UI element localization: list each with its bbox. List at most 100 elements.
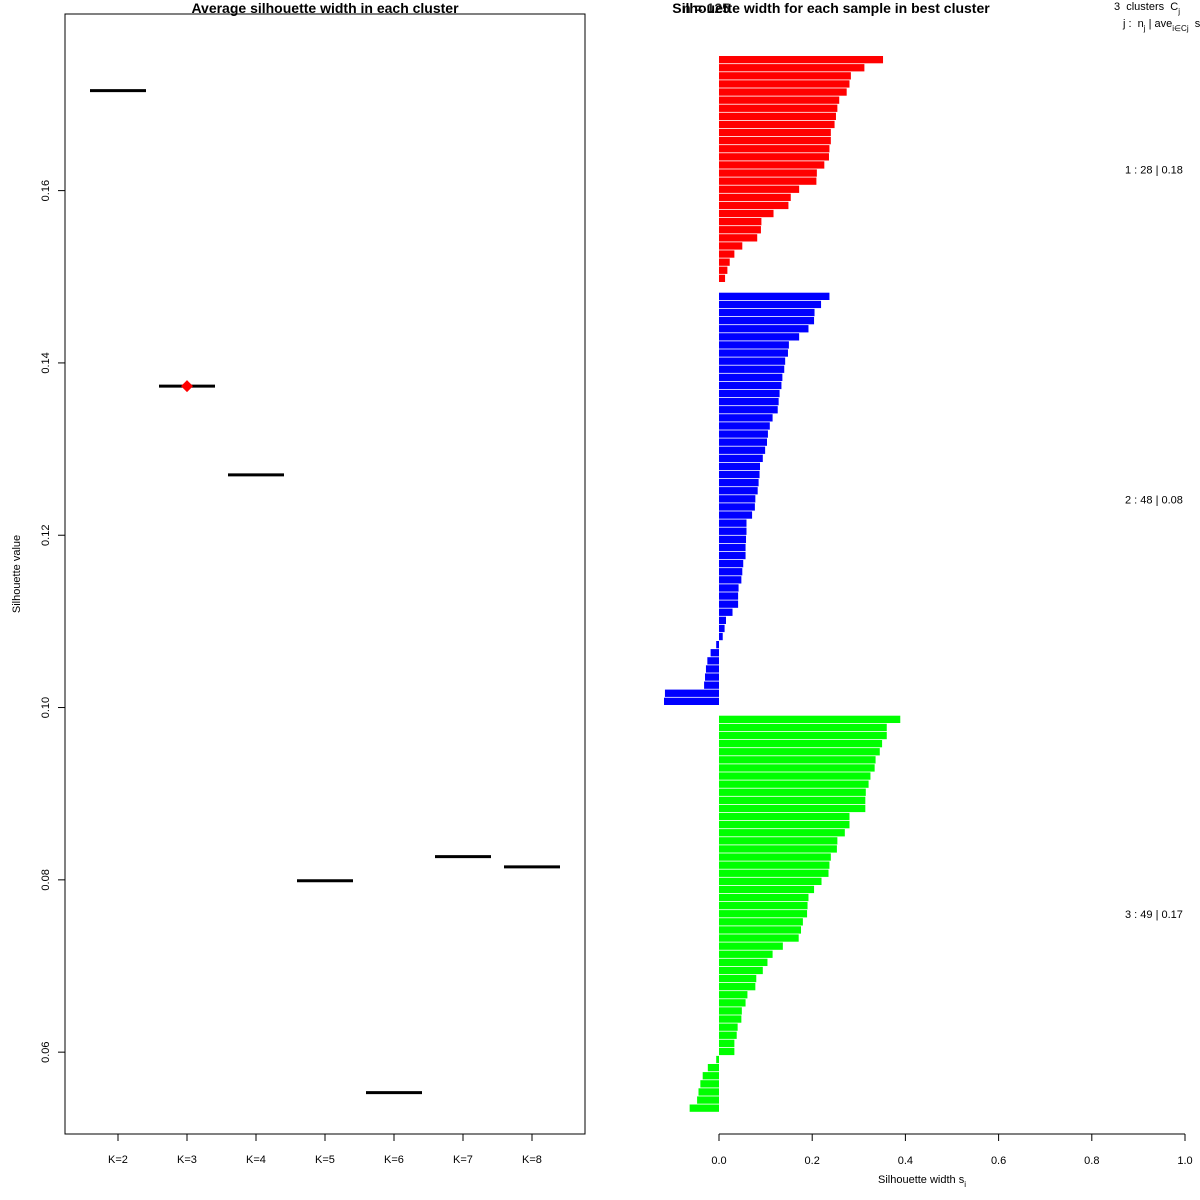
silhouette-bar-cluster-2 (719, 438, 767, 446)
cluster-1-summary: 1 : 28 | 0.18 (1125, 164, 1183, 176)
silhouette-bar-cluster-3 (719, 902, 808, 910)
silhouette-bar-cluster-3 (719, 1047, 735, 1056)
silhouette-bar-cluster-2 (719, 462, 761, 471)
left-plot-frame (64, 13, 586, 1135)
silhouette-bar-cluster-2 (719, 325, 809, 333)
left-chart-marks (90, 89, 560, 1095)
silhouette-bar-cluster-3 (719, 958, 768, 966)
left-y-tick-label: 0.16 (40, 180, 52, 201)
silhouette-bar-cluster-3 (719, 715, 901, 723)
silhouette-bar-cluster-2 (664, 689, 719, 697)
silhouette-bar-cluster-3 (719, 926, 802, 934)
left-x-axis: K=2 K=3 K=4 K=5 K=6 K=7 K=8 (108, 1133, 542, 1166)
silhouette-bar-cluster-2 (719, 381, 782, 390)
silhouette-bar-cluster-3 (719, 748, 880, 756)
silhouette-bar-cluster-3 (719, 1023, 738, 1031)
silhouette-bar-cluster-3 (719, 796, 866, 804)
silhouette-bar-cluster-3 (719, 780, 869, 788)
silhouette-bar-cluster-2 (719, 300, 822, 309)
silhouette-bar-cluster-2 (719, 357, 786, 365)
silhouette-bar-cluster-1 (719, 72, 851, 80)
silhouette-bar-cluster-3 (719, 918, 803, 926)
cluster-3-summary: 3 : 49 | 0.17 (1125, 909, 1183, 921)
silhouette-bar-cluster-2 (719, 519, 747, 527)
cluster-2-summary: 2 : 48 | 0.08 (1125, 494, 1183, 506)
silhouette-bar-cluster-3 (707, 1064, 719, 1072)
silhouette-bar-cluster-1 (719, 104, 838, 112)
silhouette-bar-cluster-1 (719, 250, 735, 258)
silhouette-bar-cluster-3 (719, 893, 809, 902)
silhouette-bar-cluster-2 (719, 479, 759, 487)
silhouette-bar-cluster-2 (719, 454, 763, 462)
left-x-tick-label: K=5 (315, 1154, 335, 1166)
left-x-tick-label: K=2 (108, 1154, 128, 1166)
silhouette-bar-cluster-1 (719, 112, 836, 120)
silhouette-bar-cluster-3 (719, 731, 887, 740)
silhouette-bar-cluster-3 (719, 885, 815, 894)
left-y-axis: 0.06 0.08 0.10 0.12 0.14 0.16 (40, 180, 66, 1063)
silhouette-bar-cluster-2 (719, 341, 789, 349)
silhouette-bar-cluster-2 (719, 624, 725, 633)
silhouette-bar-cluster-2 (704, 681, 719, 689)
silhouette-bar-cluster-2 (719, 608, 733, 616)
silhouette-bar-cluster-3 (689, 1104, 719, 1112)
left-chart-title: Average silhouette width in each cluster (191, 0, 459, 16)
silhouette-bar-cluster-3 (719, 788, 866, 796)
left-y-tick-label: 0.14 (40, 352, 52, 373)
silhouette-bar-cluster-2 (707, 657, 719, 665)
silhouette-bar-cluster-1 (719, 201, 789, 210)
silhouette-bar-cluster-2 (710, 649, 719, 657)
silhouette-bar-cluster-1 (719, 137, 831, 145)
silhouette-bar-cluster-3 (719, 845, 837, 853)
silhouette-bar-cluster-1 (719, 274, 726, 282)
left-y-tick-label: 0.12 (40, 525, 52, 546)
silhouette-bar-cluster-3 (719, 764, 875, 772)
silhouette-bar-cluster-2 (719, 430, 768, 438)
silhouette-bar-cluster-2 (719, 584, 739, 592)
silhouette-bar-cluster-2 (719, 551, 746, 560)
silhouette-bar-cluster-2 (719, 576, 742, 584)
silhouette-bar-cluster-3 (719, 942, 783, 950)
silhouette-bar-cluster-1 (719, 145, 830, 153)
silhouette-bar-cluster-3 (719, 853, 831, 861)
silhouette-bar-cluster-2 (719, 568, 743, 576)
silhouette-bar-cluster-2 (719, 398, 779, 406)
left-x-tick-label: K=4 (246, 1154, 266, 1166)
silhouette-bar-cluster-3 (719, 812, 850, 821)
silhouette-bar-cluster-1 (719, 80, 850, 88)
silhouette-bar-cluster-1 (719, 56, 884, 64)
right-chart-title: Silhouette width for each sample in best… (672, 0, 990, 16)
silhouette-bar-cluster-3 (719, 983, 756, 991)
silhouette-bar-cluster-2 (719, 495, 756, 503)
silhouette-bar-cluster-3 (719, 1015, 742, 1023)
silhouette-bar-cluster-2 (719, 503, 755, 511)
right-x-tick-label: 0.6 (991, 1155, 1006, 1167)
silhouette-bar-cluster-1 (719, 161, 825, 169)
left-x-tick-label: K=8 (522, 1154, 542, 1166)
silhouette-bar-cluster-2 (719, 349, 788, 357)
right-x-tick-label: 1.0 (1177, 1155, 1192, 1167)
best-k-marker (181, 380, 193, 393)
silhouette-bar-cluster-1 (719, 209, 774, 218)
silhouette-bar-cluster-3 (719, 772, 871, 780)
silhouette-bar-cluster-1 (719, 64, 865, 72)
silhouette-bar-cluster-2 (664, 697, 719, 705)
right-x-tick-label: 0.8 (1084, 1155, 1099, 1167)
clusters-header: 3 clusters Cj (1114, 1, 1180, 16)
silhouette-bar-cluster-3 (719, 910, 808, 918)
silhouette-bar-cluster-1 (719, 120, 835, 129)
silhouette-bar-cluster-1 (719, 128, 831, 137)
silhouette-bar-cluster-1 (719, 226, 761, 234)
right-x-tick-label: 0.4 (898, 1155, 913, 1167)
silhouette-bar-cluster-3 (719, 837, 838, 845)
silhouette-bar-cluster-2 (719, 600, 739, 608)
silhouette-bar-cluster-3 (719, 861, 830, 869)
right-x-tick-label: 0.2 (805, 1155, 820, 1167)
silhouette-bar-cluster-2 (719, 527, 747, 535)
left-y-tick-label: 0.10 (40, 697, 52, 718)
silhouette-bar-cluster-3 (719, 974, 757, 983)
left-x-tick-label: K=7 (453, 1154, 473, 1166)
right-x-tick-label: 0.0 (711, 1155, 726, 1167)
